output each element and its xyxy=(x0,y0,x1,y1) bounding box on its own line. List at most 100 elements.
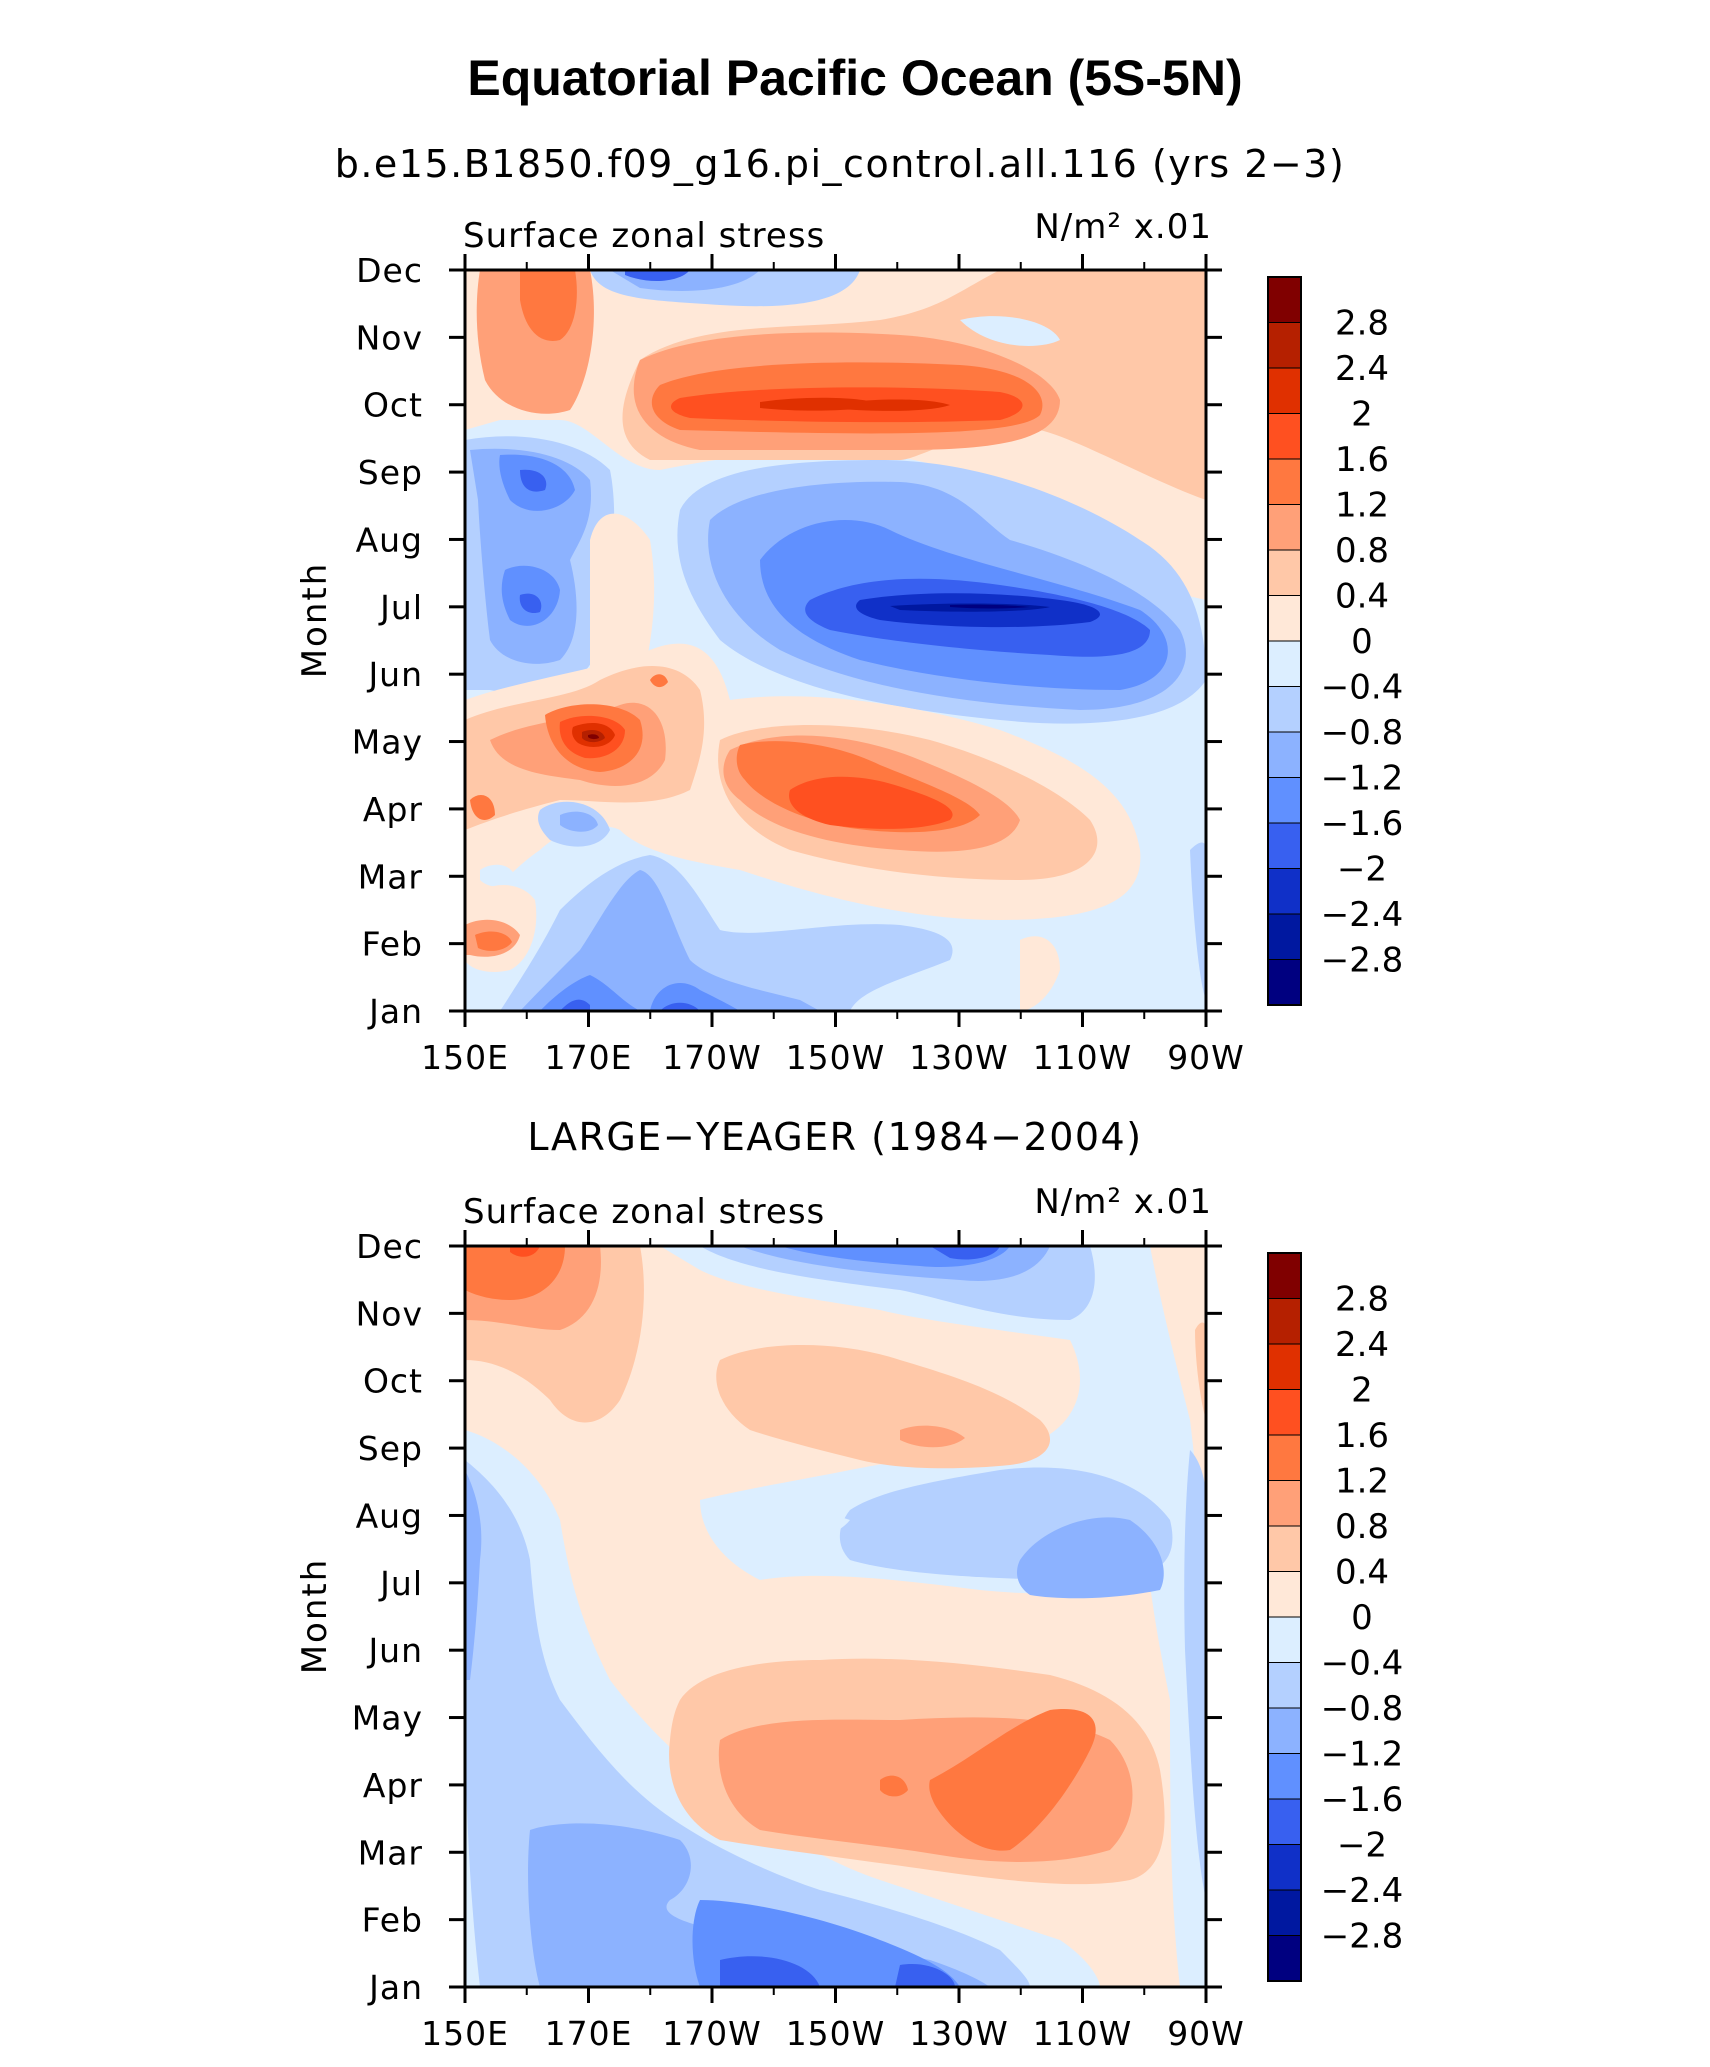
colorbar-swatch xyxy=(1267,1298,1302,1345)
colorbar-swatch xyxy=(1267,1707,1302,1754)
y-tick-label: Nov xyxy=(356,1294,423,1333)
x-tick-label: 150E xyxy=(421,2014,509,2053)
y-tick-label: Dec xyxy=(356,251,423,290)
x-tick-label: 110W xyxy=(1033,2014,1133,2053)
colorbar-swatch xyxy=(1267,276,1302,323)
colorbar-swatch xyxy=(1267,777,1302,824)
colorbar-label: 0 xyxy=(1351,622,1373,662)
panel-1-subtitle: b.e15.B1850.f09_g16.pi_control.all.116 (… xyxy=(335,142,1346,186)
colorbar-label: −2.4 xyxy=(1321,895,1404,935)
y-tick-label: Mar xyxy=(358,857,423,896)
x-tick-label: 150W xyxy=(786,2014,886,2053)
colorbar-label: 0 xyxy=(1351,1598,1373,1638)
panel-2-subtitle: LARGE−YEAGER (1984−2004) xyxy=(527,1115,1142,1159)
y-tick-label: Sep xyxy=(358,453,423,492)
colorbar-label: 2.8 xyxy=(1335,1280,1389,1320)
colorbar-label: −2.8 xyxy=(1321,941,1404,981)
colorbar-label: 0.4 xyxy=(1335,577,1389,617)
figure-title: Equatorial Pacific Ocean (5S-5N) xyxy=(467,50,1242,106)
x-tick-label: 170W xyxy=(662,1038,762,1077)
x-tick-label: 90W xyxy=(1167,1038,1245,1077)
colorbar-label: −1.2 xyxy=(1321,1735,1404,1775)
colorbar-label: −0.4 xyxy=(1321,1644,1404,1684)
x-tick-label: 130W xyxy=(909,1038,1009,1077)
panel-1-axes: 150E 170E 170W 150W 130W 110W 90W Jan Feb Mar Apr M… xyxy=(352,251,1245,1077)
colorbar-label: 2 xyxy=(1351,1371,1373,1411)
panel-2-left-label: Surface zonal stress xyxy=(463,1192,825,1232)
colorbar-swatch xyxy=(1267,913,1302,960)
colorbar-swatch xyxy=(1267,413,1302,460)
colorbar-label: 0.8 xyxy=(1335,1507,1389,1547)
colorbar-swatch xyxy=(1267,1252,1302,1299)
y-tick-label: Jul xyxy=(378,1564,423,1603)
panel-1-contours xyxy=(465,270,1206,1011)
colorbar-swatch xyxy=(1267,1480,1302,1527)
y-tick-label: Apr xyxy=(363,790,423,829)
y-tick-label: May xyxy=(352,723,423,762)
y-tick-label: Jan xyxy=(367,992,423,1031)
y-tick-label: Jul xyxy=(378,588,423,627)
colorbar-swatch xyxy=(1267,959,1302,1006)
colorbar-label: 1.2 xyxy=(1335,486,1389,526)
colorbar-swatch xyxy=(1267,1343,1302,1390)
y-tick-label: Sep xyxy=(358,1429,423,1468)
panel-2: LARGE−YEAGER (1984−2004) Surface zonal s… xyxy=(295,1115,1403,2053)
x-tick-label: 130W xyxy=(909,2014,1009,2053)
colorbar-label: −0.8 xyxy=(1321,1689,1404,1729)
panel-2-axes: 150E 170E 170W 150W 130W 110W 90W Jan Feb Mar Apr M… xyxy=(352,1227,1245,2053)
colorbar-label: −2.4 xyxy=(1321,1871,1404,1911)
colorbar-label: −2 xyxy=(1337,850,1387,890)
colorbar-frame xyxy=(1267,276,1302,1006)
y-tick-label: Apr xyxy=(363,1766,423,1805)
y-tick-label: Jan xyxy=(367,1968,423,2007)
x-tick-label: 110W xyxy=(1033,1038,1133,1077)
colorbar-swatch xyxy=(1267,1662,1302,1709)
colorbar-swatch xyxy=(1267,367,1302,414)
y-tick-label: Aug xyxy=(356,520,423,559)
colorbar-swatch xyxy=(1267,1389,1302,1436)
colorbar-swatch xyxy=(1267,1434,1302,1481)
colorbar-label: 0.4 xyxy=(1335,1553,1389,1593)
colorbar-swatch xyxy=(1267,822,1302,869)
colorbar-swatch xyxy=(1267,1753,1302,1800)
panel-1-y-label: Month xyxy=(295,562,335,679)
panel-1-left-label: Surface zonal stress xyxy=(463,216,825,256)
y-tick-label: Feb xyxy=(362,925,423,964)
colorbar-swatch xyxy=(1267,322,1302,369)
y-tick-label: Dec xyxy=(356,1227,423,1266)
x-tick-label: 90W xyxy=(1167,2014,1245,2053)
colorbar-swatch xyxy=(1267,1616,1302,1663)
colorbar-label: 2.8 xyxy=(1335,304,1389,344)
colorbar-swatch xyxy=(1267,1844,1302,1891)
colorbar-label: −0.8 xyxy=(1321,713,1404,753)
colorbar-label: −2.8 xyxy=(1321,1917,1404,1957)
y-tick-label: Oct xyxy=(363,386,423,425)
panel-2-contours xyxy=(465,1246,1206,1987)
x-tick-label: 170W xyxy=(662,2014,762,2053)
colorbar-swatch xyxy=(1267,595,1302,642)
colorbar-label: 0.8 xyxy=(1335,531,1389,571)
colorbar-swatch xyxy=(1267,1798,1302,1845)
colorbar-swatch xyxy=(1267,1889,1302,1936)
colorbar-swatch xyxy=(1267,868,1302,915)
panel-1-colorbar: 2.8 2.4 2 1.6 1.2 0.8 0.4 0 −0.4 −0.8 −1.2 −1.6 −2 −2… xyxy=(1267,276,1404,1006)
x-tick-label: 150E xyxy=(421,1038,509,1077)
colorbar-swatch xyxy=(1267,549,1302,596)
colorbar-frame xyxy=(1267,1252,1302,1982)
colorbar-label: 2 xyxy=(1351,395,1373,435)
colorbar-label: −1.6 xyxy=(1321,804,1404,844)
colorbar-label: 1.6 xyxy=(1335,1416,1389,1456)
colorbar-swatch xyxy=(1267,1571,1302,1618)
colorbar-swatch xyxy=(1267,1935,1302,1982)
x-tick-label: 170E xyxy=(545,2014,633,2053)
colorbar-label: 2.4 xyxy=(1335,349,1389,389)
panel-2-colorbar: 2.8 2.4 2 1.6 1.2 0.8 0.4 0 −0.4 −0.8 −1.2 −1.6 −2 −2… xyxy=(1267,1252,1404,1982)
x-tick-label: 150W xyxy=(786,1038,886,1077)
y-tick-label: Aug xyxy=(356,1496,423,1535)
colorbar-swatch xyxy=(1267,640,1302,687)
panel-2-y-label: Month xyxy=(295,1558,335,1675)
colorbar-label: −2 xyxy=(1337,1826,1387,1866)
panel-2-right-label: N/m² x.01 xyxy=(1034,1182,1212,1222)
y-tick-label: Jun xyxy=(366,1631,423,1670)
y-tick-label: Jun xyxy=(366,655,423,694)
